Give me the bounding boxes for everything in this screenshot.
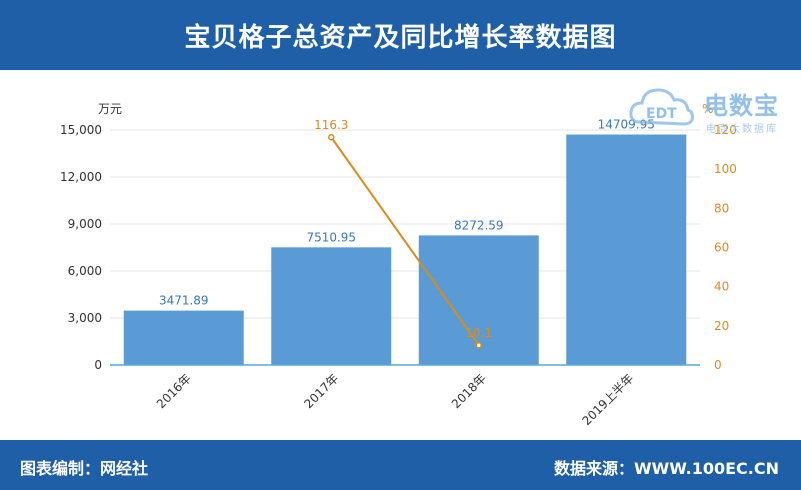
watermark-cloud-icon: EDT: [629, 88, 694, 126]
x-tick-label: 2019上半年: [579, 371, 636, 428]
page-title: 宝贝格子总资产及同比增长率数据图: [184, 22, 617, 53]
x-tick-label: 2016年: [154, 371, 194, 411]
y-tick-label: 12,000: [60, 170, 102, 184]
y-tick-label: 15,000: [60, 123, 102, 137]
y-right-tick-label: 0: [714, 358, 722, 372]
footer-bar: 图表编制：网经社 数据来源：WWW.100EC.CN: [0, 440, 801, 490]
y-right-tick-label: 20: [714, 319, 729, 333]
y-tick-label: 3,000: [68, 311, 102, 325]
line-value-label: 116.3: [314, 118, 348, 132]
line-value-label: 10.1: [465, 326, 492, 340]
bar: [123, 310, 244, 365]
bar-value-label: 8272.59: [454, 218, 504, 232]
x-tick-label: 2017年: [301, 371, 341, 411]
x-tick-label: 2018年: [449, 371, 489, 411]
y-tick-label: 6,000: [68, 264, 102, 278]
footer-credit: 图表编制：网经社: [20, 459, 149, 478]
line-point: [475, 341, 482, 349]
y-right-axis-unit-label: %: [702, 102, 713, 116]
y-right-tick-label: 80: [714, 201, 729, 215]
y-tick-label: 9,000: [68, 217, 102, 231]
growth-rate-line: [330, 136, 480, 346]
y-axis-unit-label: 万元: [98, 102, 122, 116]
header-bar: 宝贝格子总资产及同比增长率数据图: [0, 0, 801, 70]
watermark-badge: EDT: [646, 106, 677, 122]
bar-value-label: 7510.95: [306, 230, 356, 244]
watermark-logo-text: 电数宝: [704, 92, 779, 120]
y-right-tick-label: 120: [714, 123, 737, 137]
bar: [566, 134, 687, 365]
y-tick-label: 0: [94, 358, 102, 372]
y-right-tick-label: 40: [714, 280, 729, 294]
line-point: [328, 133, 335, 141]
watermark-sub-text: 电商大数据库: [706, 124, 778, 135]
bar-value-label: 3471.89: [159, 294, 209, 308]
y-right-tick-label: 60: [714, 241, 729, 255]
y-right-tick-label: 100: [714, 162, 737, 176]
bar: [271, 247, 392, 365]
footer-source: 数据来源：WWW.100EC.CN: [553, 459, 779, 478]
